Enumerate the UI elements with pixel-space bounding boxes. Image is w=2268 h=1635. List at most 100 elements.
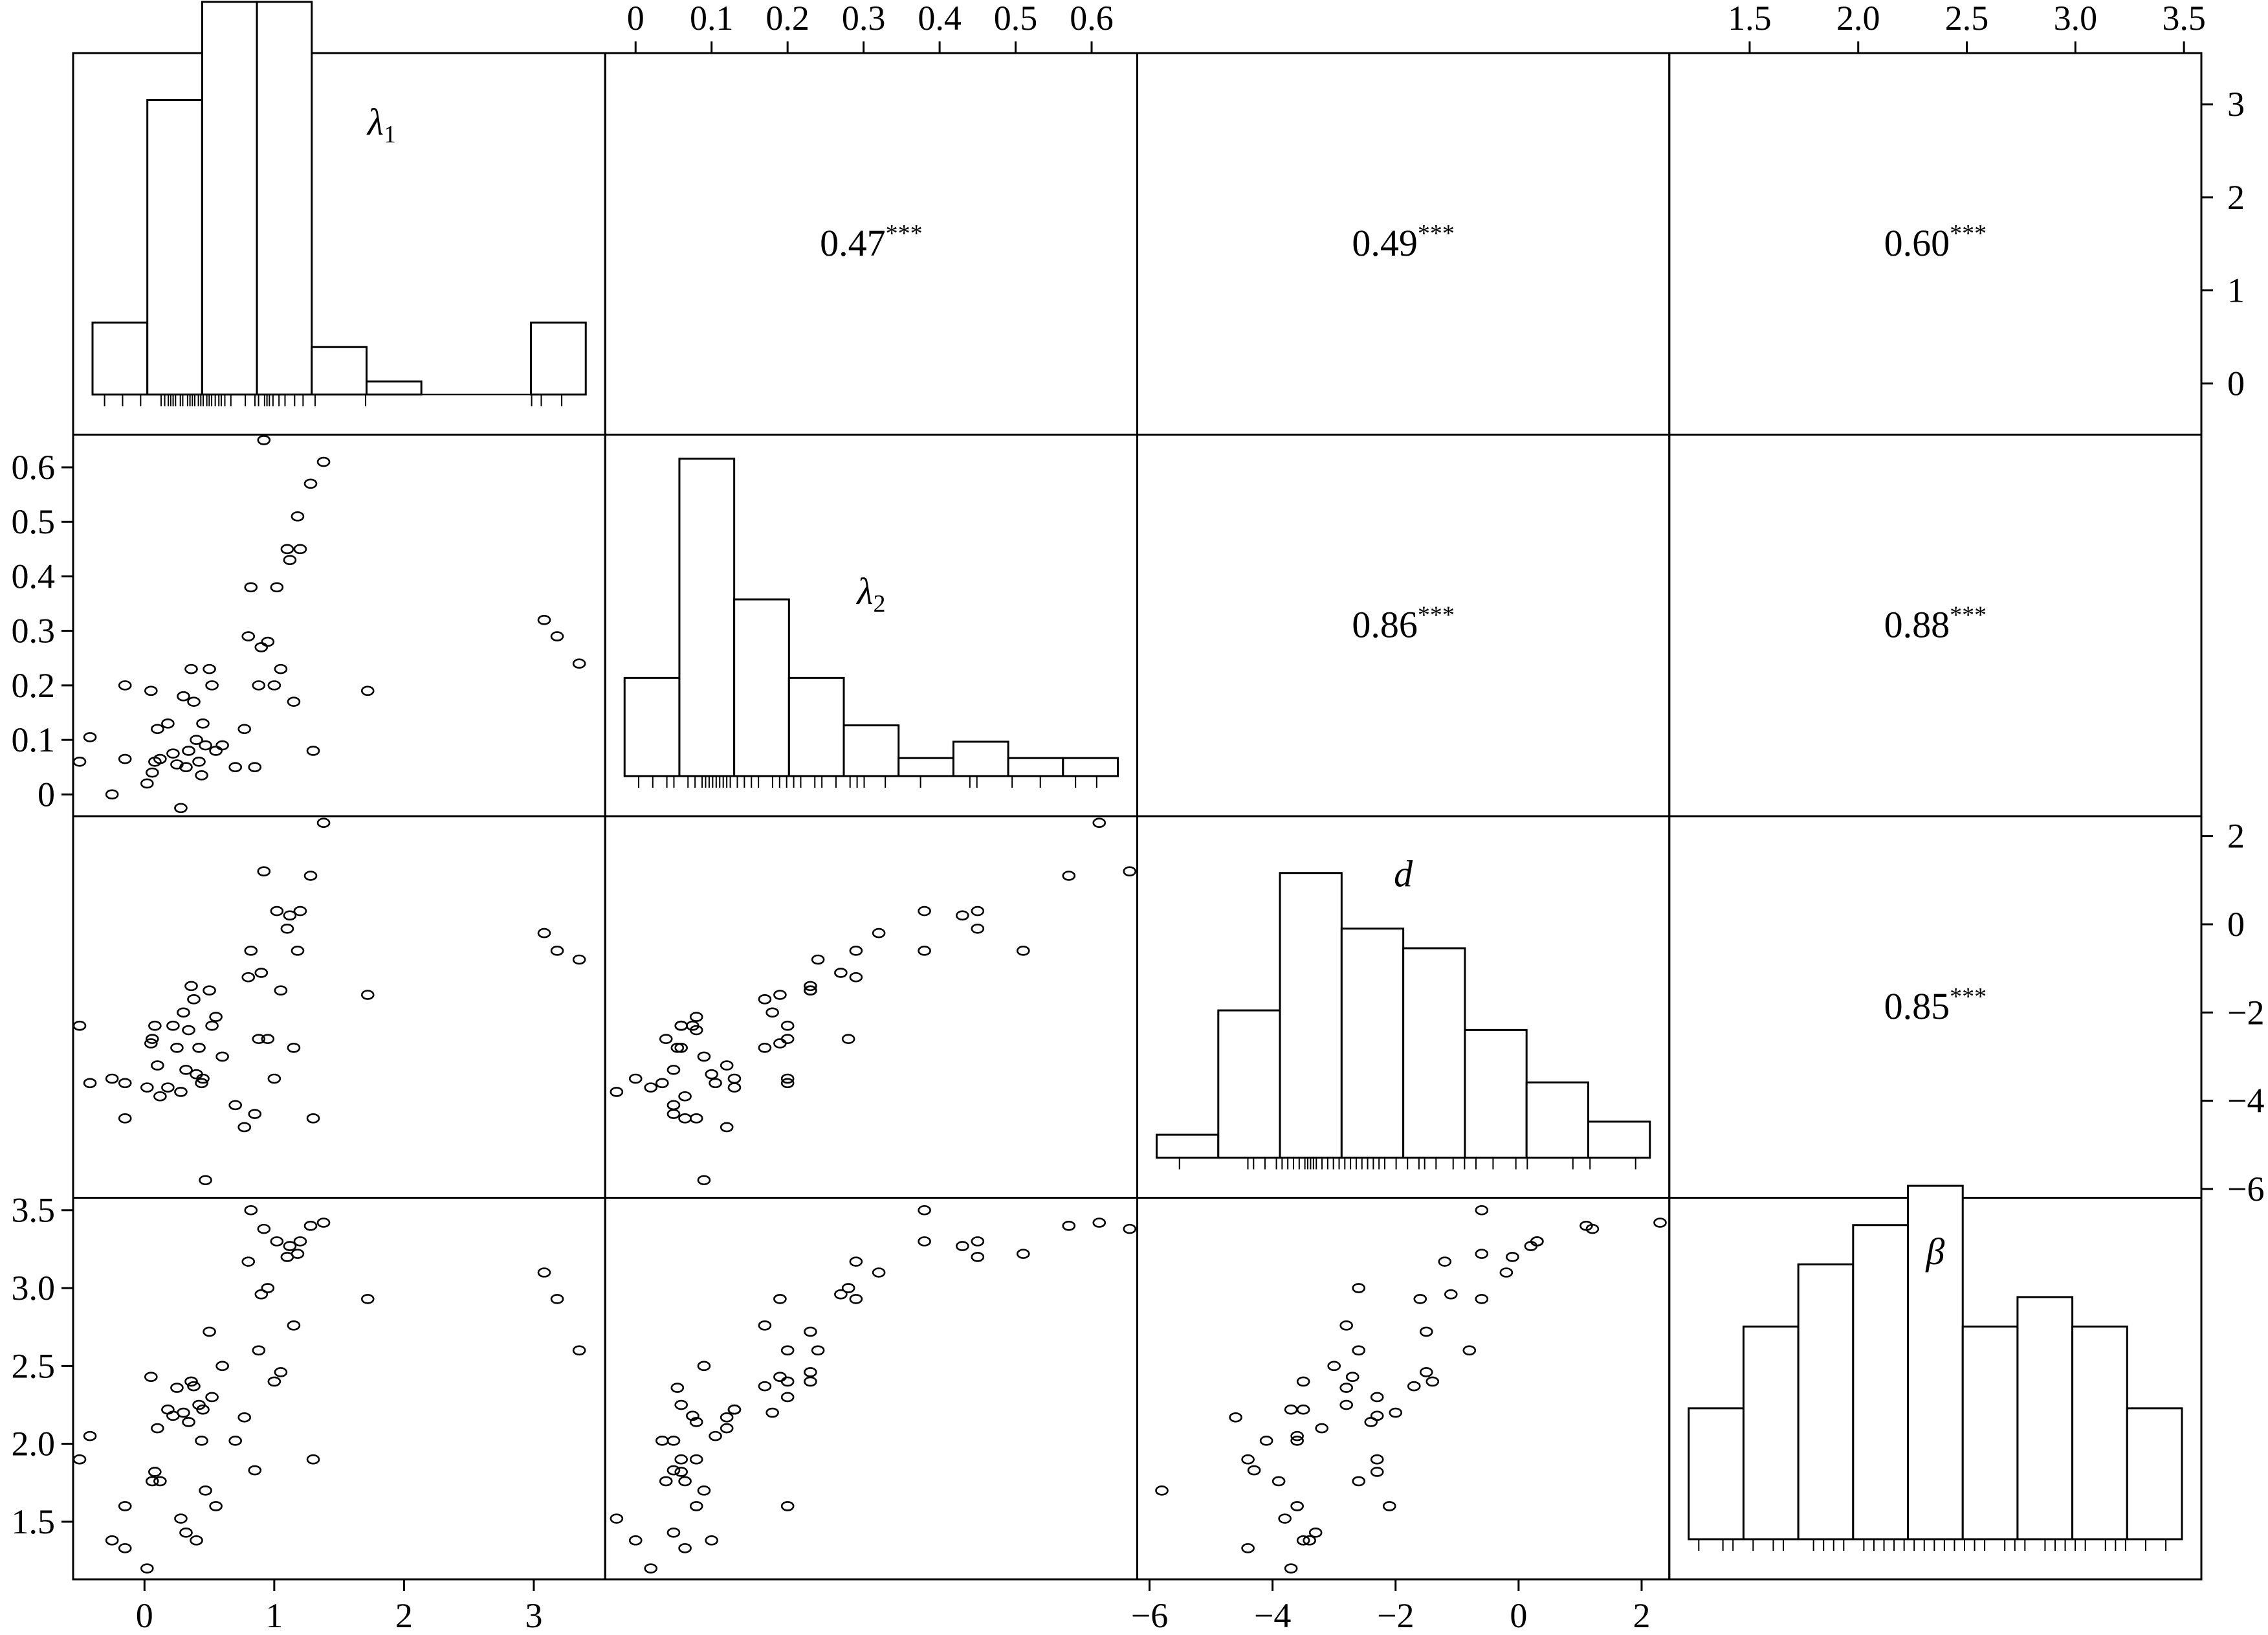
scatter-point bbox=[360, 685, 375, 696]
scatter-point bbox=[140, 778, 154, 789]
scatter-point bbox=[811, 954, 825, 965]
scatter-point bbox=[689, 1113, 703, 1124]
scatter-point bbox=[252, 1345, 266, 1356]
significance-stars: *** bbox=[886, 220, 923, 247]
scatter-point bbox=[161, 718, 175, 729]
scatter-point bbox=[1296, 1376, 1310, 1387]
scatter-point bbox=[1370, 1392, 1384, 1403]
scatter-point bbox=[174, 1513, 188, 1524]
scatter-point bbox=[254, 1289, 269, 1300]
histogram-bar bbox=[1464, 1029, 1528, 1159]
scatter-point bbox=[199, 740, 212, 751]
histogram-bar bbox=[897, 757, 954, 777]
scatter-point bbox=[196, 1404, 210, 1415]
scatter-point bbox=[1296, 1535, 1310, 1546]
axis-tick-label: 0.5 bbox=[994, 0, 1038, 38]
scatter-point bbox=[244, 582, 258, 593]
scatter-point bbox=[1506, 1252, 1519, 1262]
scatter-point bbox=[773, 1038, 787, 1049]
scatter-point bbox=[1241, 1543, 1255, 1553]
scatter-point bbox=[72, 756, 87, 767]
scatter-point bbox=[215, 740, 229, 751]
scatter-point bbox=[956, 910, 969, 921]
scatter-point bbox=[291, 946, 305, 956]
scatter-point bbox=[720, 1423, 734, 1434]
panel-border bbox=[1136, 1197, 1671, 1581]
scatter-point bbox=[678, 1476, 692, 1487]
scatter-point bbox=[177, 1407, 190, 1418]
scatter-point bbox=[1092, 1218, 1106, 1228]
scatter-point bbox=[644, 1082, 658, 1093]
y-axis-1-left: 0 0.1 0.2 0.3 0.4 0.5 0.6 bbox=[12, 448, 73, 814]
scatter-point bbox=[244, 946, 258, 956]
histogram-bar bbox=[91, 321, 149, 396]
scatter-point bbox=[118, 1078, 132, 1089]
scatter-point bbox=[655, 1436, 669, 1446]
histogram-bar bbox=[1062, 757, 1119, 777]
scatter-point bbox=[144, 1372, 158, 1383]
scatter-point bbox=[151, 1423, 164, 1434]
scatter-point bbox=[644, 1563, 658, 1574]
axis-tick-label: 0 bbox=[1510, 1596, 1527, 1635]
scatter-point bbox=[203, 663, 216, 674]
scatter-point bbox=[971, 1252, 985, 1262]
scatter-point bbox=[215, 1051, 229, 1062]
histogram-bar bbox=[1797, 1263, 1855, 1540]
axis-tick-label: −6 bbox=[2227, 1170, 2264, 1208]
scatter-point bbox=[291, 511, 305, 522]
axis-tick-label: 0.6 bbox=[12, 448, 56, 487]
scatter-point bbox=[205, 1392, 219, 1403]
scatter-point bbox=[841, 1034, 855, 1044]
scatter-point bbox=[572, 1345, 586, 1356]
scatter-point bbox=[849, 946, 863, 956]
scatter-point bbox=[146, 1034, 159, 1044]
histogram-bar bbox=[365, 380, 423, 396]
axis-tick-label: 1 bbox=[2227, 271, 2245, 310]
scatter-point bbox=[184, 981, 198, 992]
histogram-bar bbox=[311, 346, 368, 396]
scatter-point bbox=[1345, 1372, 1360, 1383]
scatter-point bbox=[192, 1042, 206, 1053]
histogram-0 bbox=[91, 1, 587, 406]
axis-tick-label: 1.5 bbox=[1728, 0, 1772, 38]
scatter-point bbox=[237, 724, 252, 735]
scatter-point bbox=[1475, 1249, 1489, 1259]
axis-tick-label: 2.0 bbox=[12, 1425, 56, 1463]
scatter-point bbox=[804, 981, 817, 992]
scatter-point bbox=[1062, 871, 1076, 881]
axis-tick-label: 0 bbox=[38, 775, 55, 814]
scatter-point bbox=[1475, 1294, 1489, 1304]
scatter-panel-1-0 bbox=[72, 435, 586, 814]
axis-tick-label: 2.5 bbox=[12, 1346, 56, 1385]
variable-label-3: β bbox=[1925, 1230, 1944, 1273]
scatter-point bbox=[780, 1034, 795, 1044]
scatter-point bbox=[1247, 1465, 1261, 1476]
scatter-point bbox=[161, 1404, 175, 1415]
scatter-point bbox=[705, 1069, 718, 1080]
scatter-point bbox=[610, 1087, 624, 1097]
scatter-point bbox=[1382, 1501, 1396, 1511]
variable-label-2: d bbox=[1394, 852, 1413, 895]
histogram-bar bbox=[1217, 1009, 1281, 1159]
scatter-point bbox=[118, 680, 132, 691]
scatter-point bbox=[303, 478, 318, 489]
scatter-point bbox=[1062, 1221, 1076, 1231]
scatter-point bbox=[1462, 1345, 1477, 1356]
axis-tick-label: 0.2 bbox=[765, 0, 809, 38]
scatter-point bbox=[849, 1294, 863, 1304]
histogram-bar bbox=[1587, 1120, 1651, 1159]
scatter-point bbox=[306, 1454, 320, 1465]
axis-tick-label: 0.1 bbox=[690, 0, 734, 38]
scatter-point bbox=[572, 658, 586, 669]
histogram-bar bbox=[256, 1, 313, 395]
scatter-point bbox=[306, 1113, 320, 1124]
axis-tick-label: 0.5 bbox=[12, 502, 56, 541]
scatter-point bbox=[1284, 1563, 1298, 1574]
scatter-point bbox=[283, 555, 297, 565]
histogram-3 bbox=[1688, 1185, 2183, 1551]
scatter-point bbox=[105, 789, 119, 800]
scatter-point bbox=[179, 762, 193, 773]
scatter-point bbox=[678, 1113, 692, 1124]
scatter-point bbox=[1370, 1410, 1384, 1421]
scatter-point bbox=[1123, 1223, 1137, 1234]
